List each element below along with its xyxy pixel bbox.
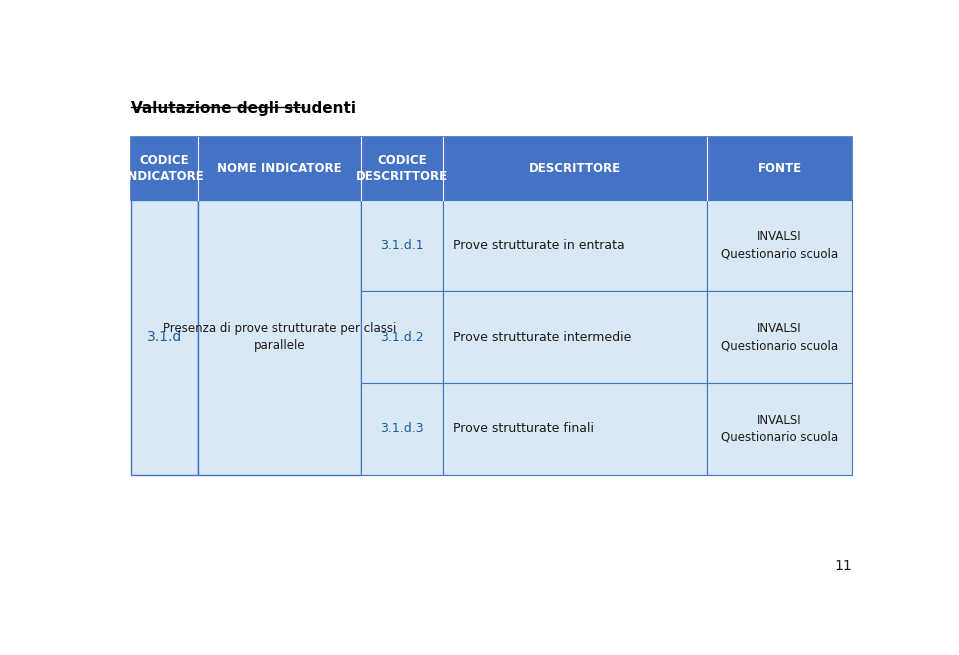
Text: 3.1.d.2: 3.1.d.2	[381, 331, 424, 344]
Text: Valutazione degli studenti: Valutazione degli studenti	[131, 102, 356, 117]
Text: 3.1.d: 3.1.d	[147, 330, 182, 344]
Text: Presenza di prove strutturate per classi
parallele: Presenza di prove strutturate per classi…	[163, 322, 396, 352]
Text: INVALSI
Questionario scuola: INVALSI Questionario scuola	[721, 414, 838, 443]
Bar	[362, 200, 443, 291]
Text: INVALSI
Questionario scuola: INVALSI Questionario scuola	[721, 322, 838, 352]
Bar	[362, 383, 443, 474]
Text: 3.1.d.1: 3.1.d.1	[381, 239, 424, 252]
Bar	[707, 200, 852, 291]
Text: Prove strutturate finali: Prove strutturate finali	[453, 422, 594, 435]
Bar	[362, 291, 443, 383]
Text: 11: 11	[834, 559, 852, 573]
Bar	[443, 383, 707, 474]
Text: Prove strutturate in entrata: Prove strutturate in entrata	[453, 239, 624, 252]
Bar	[131, 200, 198, 474]
Bar	[198, 200, 362, 474]
Bar	[443, 291, 707, 383]
Text: DESCRITTORE: DESCRITTORE	[529, 162, 621, 175]
Text: CODICE
DESCRITTORE: CODICE DESCRITTORE	[356, 154, 449, 183]
Bar	[707, 383, 852, 474]
Text: FONTE: FONTE	[758, 162, 802, 175]
Text: CODICE
INDICATORE: CODICE INDICATORE	[124, 154, 205, 183]
Bar	[707, 291, 852, 383]
Text: Prove strutturate intermedie: Prove strutturate intermedie	[453, 331, 631, 344]
Text: INVALSI
Questionario scuola: INVALSI Questionario scuola	[721, 231, 838, 261]
Bar	[443, 200, 707, 291]
Text: 3.1.d.3: 3.1.d.3	[381, 422, 424, 435]
Bar	[131, 137, 852, 200]
Text: NOME INDICATORE: NOME INDICATORE	[218, 162, 342, 175]
